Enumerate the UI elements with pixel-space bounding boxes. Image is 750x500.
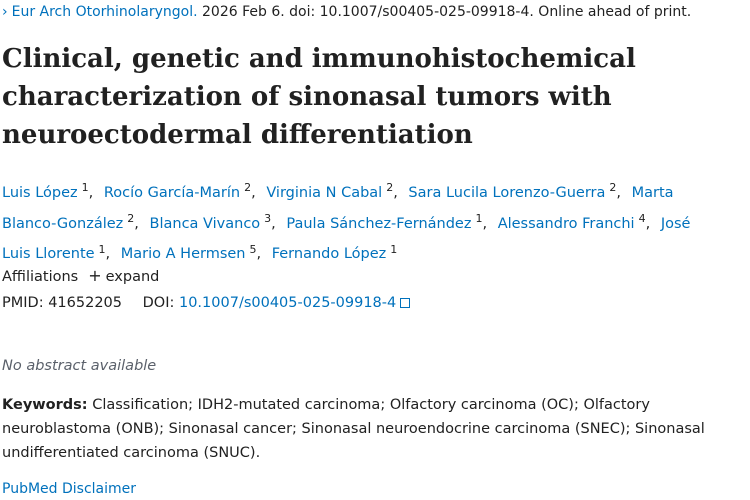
author: Rocío García-Marín 2 <box>103 181 262 201</box>
author: Virginia N Cabal 2 <box>266 181 403 201</box>
author: Sara Lucila Lorenzo-Guerra 2 <box>408 181 627 201</box>
abstract-note: No abstract available <box>2 358 157 374</box>
pmid: 41652205 <box>48 295 123 311</box>
journal-link[interactable]: Eur Arch Otorhinolaryngol. <box>11 4 198 20</box>
affiliation-number: 2 <box>244 181 252 194</box>
affiliations-label: Affiliations <box>2 269 79 285</box>
author: Paula Sánchez-Fernández 1 <box>286 212 493 232</box>
external-link-icon <box>400 298 411 308</box>
author: Mario A Hermsen 5 <box>120 242 267 263</box>
keywords-text: Classification; IDH2-mutated carcinoma; … <box>2 397 705 461</box>
affiliation-number: 2 <box>609 181 617 194</box>
affiliation-number: 5 <box>249 242 257 256</box>
citation-details: 2026 Feb 6. doi: 10.1007/s00405-025-0991… <box>202 4 692 20</box>
doi-link[interactable]: 10.1007/s00405-025-09918-4 <box>178 295 397 311</box>
author-link[interactable]: Mario A Hermsen <box>120 246 246 263</box>
affiliation-number: 1 <box>390 242 398 256</box>
article-title: Clinical, genetic and immunohistochemica… <box>2 44 636 150</box>
author-link[interactable]: Fernando López <box>271 246 387 263</box>
author: Luis López 1 <box>2 181 99 201</box>
author-link[interactable]: Alessandro Franchi <box>497 215 635 232</box>
affiliation-number: 1 <box>475 211 483 225</box>
citation: › Eur Arch Otorhinolaryngol. 2026 Feb 6. … <box>2 4 691 20</box>
identifiers: PMID: 41652205 DOI: 10.1007/s00405-025-0… <box>2 295 411 311</box>
expand-button[interactable]: expand <box>105 269 160 285</box>
author-link[interactable]: Blanca Vivanco <box>149 215 261 232</box>
affiliation-number: 4 <box>638 211 646 225</box>
author-link[interactable]: Paula Sánchez-Fernández <box>286 215 472 232</box>
disclaimer-link[interactable]: PubMed Disclaimer <box>2 481 137 497</box>
author: Blanca Vivanco 3 <box>149 212 282 232</box>
keywords: Keywords: Classification; IDH2-mutated c… <box>2 393 722 465</box>
keywords-label: Keywords: <box>2 397 88 413</box>
doi-label: DOI: <box>142 295 175 311</box>
affiliation-number: 2 <box>386 181 394 194</box>
author: Alessandro Franchi 4 <box>497 212 657 232</box>
affiliation-number: 2 <box>127 211 135 225</box>
author-link[interactable]: Luis López <box>2 184 78 201</box>
author-link[interactable]: Marta Blanco-González <box>2 184 674 232</box>
author: Fernando López 1 <box>271 242 398 263</box>
affiliations: Affiliations + expand <box>2 266 159 285</box>
affiliation-number: 3 <box>264 211 272 225</box>
expand-icon[interactable]: + <box>88 266 102 285</box>
pmid-label: PMID: <box>2 295 44 311</box>
affiliation-number: 1 <box>98 242 106 256</box>
affiliation-number: 1 <box>81 181 89 194</box>
author-link[interactable]: Sara Lucila Lorenzo-Guerra <box>408 184 606 201</box>
author-link[interactable]: José Luis Llorente <box>2 215 691 263</box>
chevron-icon: › <box>2 4 8 20</box>
author-link[interactable]: Rocío García-Marín <box>103 184 241 201</box>
author-link[interactable]: Virginia N Cabal <box>266 184 383 201</box>
